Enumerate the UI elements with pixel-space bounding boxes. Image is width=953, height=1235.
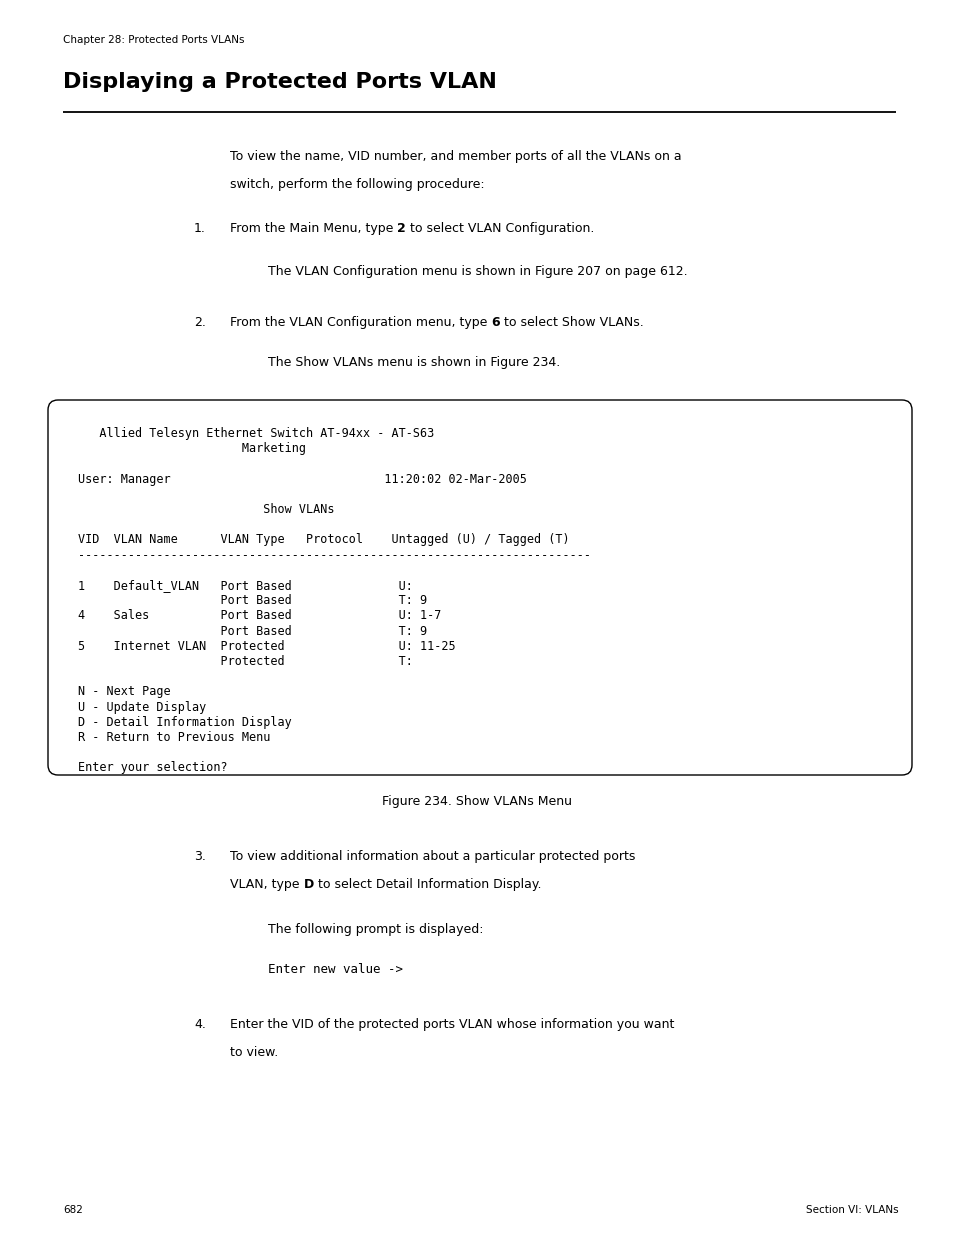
Text: 1.: 1. [193,222,206,235]
Text: Figure 234. Show VLANs Menu: Figure 234. Show VLANs Menu [381,795,572,808]
Text: 1    Default_VLAN   Port Based               U:: 1 Default_VLAN Port Based U: [78,579,413,592]
Text: to view.: to view. [230,1046,278,1058]
Text: From the VLAN Configuration menu, type: From the VLAN Configuration menu, type [230,316,491,329]
Text: 3.: 3. [193,850,206,863]
Text: To view the name, VID number, and member ports of all the VLANs on a: To view the name, VID number, and member… [230,149,680,163]
Text: The Show VLANs menu is shown in Figure 234.: The Show VLANs menu is shown in Figure 2… [268,356,559,369]
Text: VID  VLAN Name      VLAN Type   Protocol    Untagged (U) / Tagged (T): VID VLAN Name VLAN Type Protocol Untagge… [78,534,569,546]
Text: to select Show VLANs.: to select Show VLANs. [499,316,643,329]
Text: To view additional information about a particular protected ports: To view additional information about a p… [230,850,635,863]
Text: 6: 6 [491,316,499,329]
Text: 2: 2 [397,222,406,235]
Text: From the Main Menu, type: From the Main Menu, type [230,222,397,235]
Text: User: Manager                              11:20:02 02-Mar-2005: User: Manager 11:20:02 02-Mar-2005 [78,473,526,485]
Text: Enter new value ->: Enter new value -> [268,963,402,976]
Text: Displaying a Protected Ports VLAN: Displaying a Protected Ports VLAN [63,72,497,91]
Text: The following prompt is displayed:: The following prompt is displayed: [268,923,483,936]
Text: to select Detail Information Display.: to select Detail Information Display. [314,878,540,890]
Text: ------------------------------------------------------------------------: ----------------------------------------… [78,548,590,562]
Text: Section VI: VLANs: Section VI: VLANs [805,1205,898,1215]
Text: Protected                T:: Protected T: [78,655,413,668]
Text: D - Detail Information Display: D - Detail Information Display [78,716,292,729]
Text: 4.: 4. [193,1018,206,1031]
Text: switch, perform the following procedure:: switch, perform the following procedure: [230,178,484,191]
Text: 682: 682 [63,1205,83,1215]
Text: to select VLAN Configuration.: to select VLAN Configuration. [406,222,594,235]
FancyBboxPatch shape [48,400,911,776]
Text: 5    Internet VLAN  Protected                U: 11-25: 5 Internet VLAN Protected U: 11-25 [78,640,456,653]
Text: Enter the VID of the protected ports VLAN whose information you want: Enter the VID of the protected ports VLA… [230,1018,674,1031]
Text: R - Return to Previous Menu: R - Return to Previous Menu [78,731,270,743]
Text: Chapter 28: Protected Ports VLANs: Chapter 28: Protected Ports VLANs [63,35,244,44]
Text: 2.: 2. [193,316,206,329]
Text: N - Next Page: N - Next Page [78,685,171,699]
Text: Port Based               T: 9: Port Based T: 9 [78,625,427,637]
Text: Allied Telesyn Ethernet Switch AT-94xx - AT-S63: Allied Telesyn Ethernet Switch AT-94xx -… [78,427,434,440]
Text: Enter your selection?: Enter your selection? [78,762,228,774]
Text: D: D [303,878,314,890]
Text: 4    Sales          Port Based               U: 1-7: 4 Sales Port Based U: 1-7 [78,609,441,622]
Text: Marketing: Marketing [78,442,306,456]
Text: Show VLANs: Show VLANs [78,503,335,516]
Text: VLAN, type: VLAN, type [230,878,303,890]
Text: Port Based               T: 9: Port Based T: 9 [78,594,427,608]
Text: U - Update Display: U - Update Display [78,700,206,714]
Text: The VLAN Configuration menu is shown in Figure 207 on page 612.: The VLAN Configuration menu is shown in … [268,266,687,278]
